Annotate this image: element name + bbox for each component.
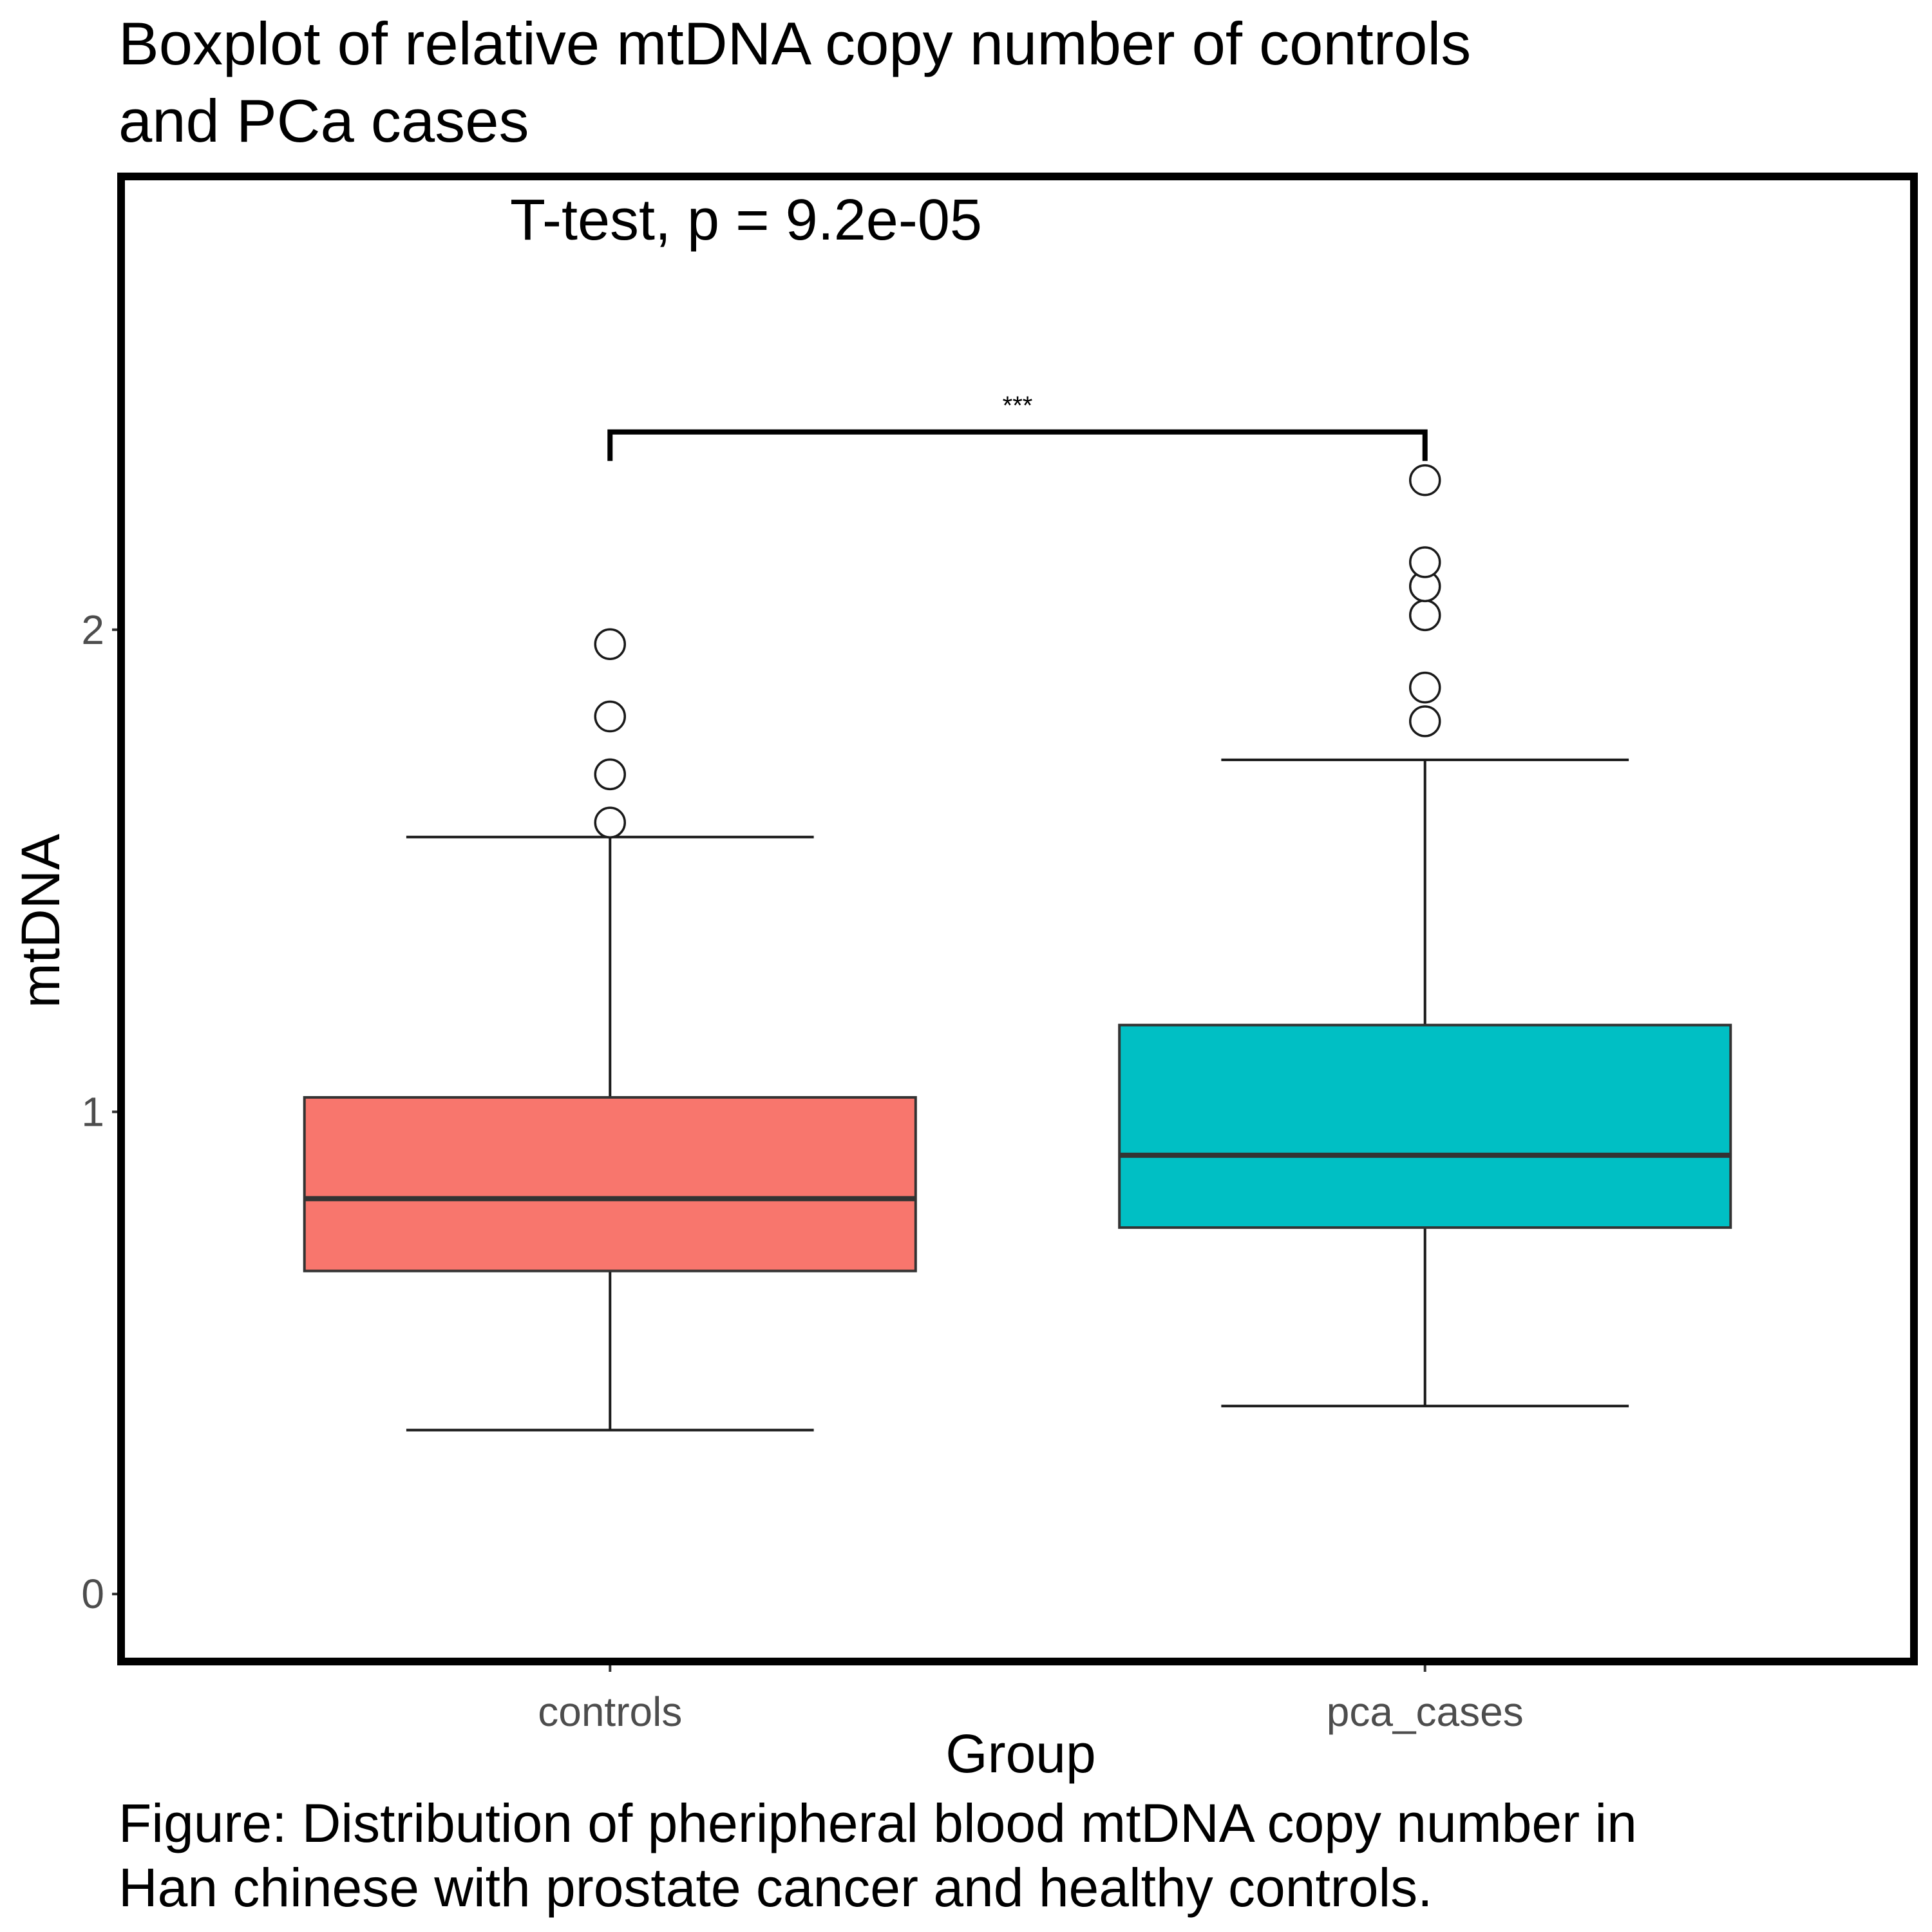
outlier-point [1408,671,1441,704]
x-tick-label-controls: controls [538,1689,682,1735]
significance-label: *** [1003,392,1033,420]
y-axis-title: mtDNA [10,834,71,1009]
outlier-point [1408,464,1441,497]
y-tick-label: 1 [81,1088,104,1135]
outlier-point [594,700,627,733]
panel-border [117,173,1918,1665]
plot-area: 0 1 2 controls pca_cases *** [81,173,1918,1735]
outlier-point [1408,599,1441,632]
bracket-line [607,429,1428,461]
y-tick-label: 0 [81,1571,104,1617]
outlier-point [594,628,627,660]
significance-bracket: *** [607,392,1428,461]
chart-title-line-2: and PCa cases [118,87,529,155]
box-group-controls [303,628,917,1432]
box-group-pca-cases [1118,464,1732,1408]
t-test-annotation: T-test, p = 9.2e-05 [510,188,982,252]
x-axis-title: Group [945,1723,1095,1784]
figure-caption-line-2: Han chinese with prostate cancer and hea… [118,1857,1433,1918]
x-tick-label-pca-cases: pca_cases [1327,1689,1524,1735]
outlier-point [594,758,627,791]
y-tick-label: 2 [81,607,104,653]
outlier-point [1408,546,1441,578]
outlier-point [1408,705,1441,737]
figure-caption-line-1: Figure: Distribution of pheripheral bloo… [118,1793,1637,1853]
iqr-box [303,1096,917,1273]
chart-title-line-1: Boxplot of relative mtDNA copy number of… [118,10,1471,77]
iqr-box [1118,1023,1732,1229]
outlier-point [594,806,627,839]
